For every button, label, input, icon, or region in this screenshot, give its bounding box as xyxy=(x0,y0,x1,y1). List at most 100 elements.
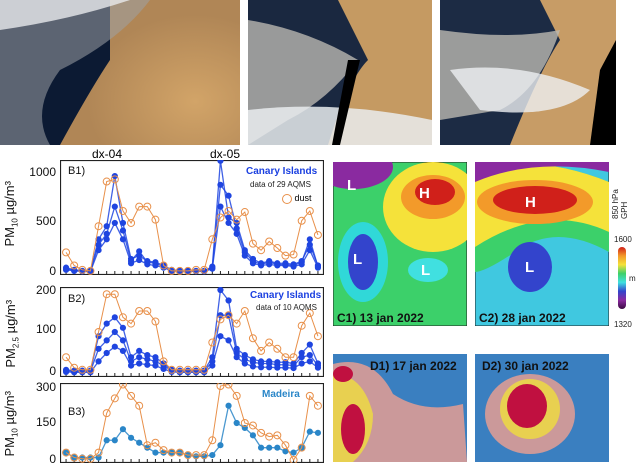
dust-point xyxy=(143,441,152,450)
dust-point xyxy=(289,456,298,463)
data-point xyxy=(257,262,265,269)
dust-point xyxy=(118,206,127,215)
data-point xyxy=(266,261,273,268)
region-label: Canary Islands xyxy=(250,290,322,301)
data-point xyxy=(249,363,257,370)
data-point xyxy=(306,352,313,359)
dust-point xyxy=(78,365,87,374)
data-point xyxy=(119,227,127,234)
dust-point xyxy=(183,451,192,460)
dust-point xyxy=(297,216,306,225)
dust-point xyxy=(257,428,266,437)
dust-point xyxy=(240,307,249,315)
data-point xyxy=(290,263,297,270)
y-tick: 200 xyxy=(35,283,56,297)
data-point xyxy=(119,324,127,331)
y-tick: 0 xyxy=(49,364,56,378)
dust-point xyxy=(175,365,184,374)
legend-dust: dust xyxy=(282,193,312,204)
colorbar-max: 1600 xyxy=(614,235,632,244)
plot-frame xyxy=(60,160,324,275)
data-point xyxy=(144,361,151,368)
data-point xyxy=(111,219,118,227)
dust-point xyxy=(297,443,306,452)
dust-point xyxy=(257,246,266,255)
data-point xyxy=(298,261,305,268)
dust-point xyxy=(159,261,168,270)
dust-point xyxy=(208,338,217,347)
dust-point xyxy=(200,451,209,460)
data-point xyxy=(119,236,127,243)
dust-point xyxy=(94,222,103,231)
dust-point xyxy=(289,353,298,362)
data-point xyxy=(62,266,70,273)
data-point xyxy=(217,203,224,210)
data-point xyxy=(306,358,313,365)
data-point xyxy=(136,360,143,367)
data-point xyxy=(103,437,110,444)
data-point xyxy=(225,297,232,304)
dust-point xyxy=(200,265,209,274)
dust-point xyxy=(192,265,201,274)
data-point xyxy=(95,247,102,254)
satellite-image-2 xyxy=(248,0,432,145)
dust-point xyxy=(159,446,168,455)
dust-point xyxy=(110,394,119,403)
dust-point xyxy=(110,290,119,299)
data-point xyxy=(136,248,143,255)
dust-point xyxy=(167,448,176,457)
y-tick: 150 xyxy=(35,415,56,429)
data-point xyxy=(266,444,273,451)
dust-point xyxy=(232,391,241,400)
y-tick: 100 xyxy=(35,322,56,336)
chart-plot-b1 xyxy=(60,160,324,275)
region-label: Madeira xyxy=(262,389,300,400)
y-tick: 0 xyxy=(49,452,56,466)
dust-point xyxy=(102,409,111,418)
dust-point xyxy=(281,353,290,362)
panel-label: B1) xyxy=(68,165,86,177)
data-point xyxy=(152,362,159,369)
map-label-c1: C1) 13 jan 2022 xyxy=(337,311,424,325)
data-point xyxy=(217,312,224,319)
data-point xyxy=(282,364,289,371)
dust-point xyxy=(248,239,257,248)
data-point xyxy=(241,360,248,367)
dust-point xyxy=(118,383,127,389)
data-point xyxy=(127,434,135,441)
dust-point xyxy=(94,448,103,457)
dust-point xyxy=(248,421,257,430)
high-pressure-label: H xyxy=(525,194,536,211)
data-point xyxy=(111,314,118,321)
data-point xyxy=(144,261,151,268)
data-point xyxy=(314,364,322,371)
data-point xyxy=(111,203,118,210)
dust-point xyxy=(175,266,184,275)
region-label: Canary Islands xyxy=(246,166,318,177)
data-point xyxy=(225,402,232,409)
dust-point xyxy=(240,208,249,217)
map-d2 xyxy=(475,354,609,462)
data-point xyxy=(209,265,216,272)
dust-point xyxy=(151,215,160,224)
data-point xyxy=(209,362,216,369)
dust-point xyxy=(110,175,119,184)
dust-point xyxy=(94,328,103,336)
dust-point xyxy=(62,248,71,257)
plot-frame xyxy=(60,287,324,377)
data-point xyxy=(184,268,192,275)
data-point xyxy=(103,337,110,344)
dust-point xyxy=(62,353,71,362)
data-point xyxy=(298,354,305,361)
data-point xyxy=(136,439,143,446)
data-point xyxy=(306,341,313,348)
data-point xyxy=(62,368,70,376)
data-point xyxy=(144,356,151,363)
data-point xyxy=(225,192,232,199)
data-point xyxy=(95,345,102,352)
data-point xyxy=(233,225,240,232)
dust-point xyxy=(313,401,322,410)
data-point xyxy=(314,429,322,436)
data-point xyxy=(136,256,143,264)
low-pressure-label: L xyxy=(347,177,356,194)
